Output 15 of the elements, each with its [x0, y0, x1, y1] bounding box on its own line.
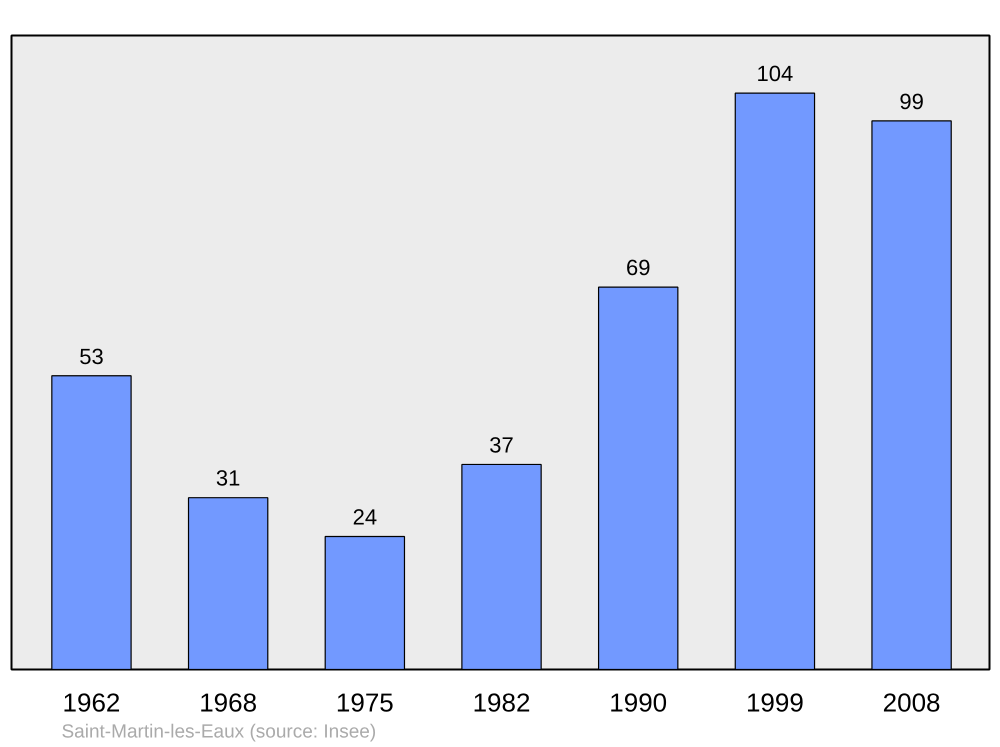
data-label: 24: [352, 504, 378, 530]
x-tick-label: 1968: [199, 688, 258, 718]
x-tick-label: 1982: [472, 688, 530, 718]
data-label: 53: [79, 344, 104, 369]
x-tick-label: 1962: [62, 688, 120, 718]
data-label: 104: [756, 61, 794, 86]
text: Saint-Martin-les-Eaux (source: Insee): [62, 722, 376, 742]
data-label: 99: [899, 88, 924, 114]
x-tick-label: 1975: [336, 688, 394, 718]
x-tick-label: 1999: [746, 688, 804, 718]
x-tick-label: 2008: [882, 688, 941, 718]
x-tick-label: 1990: [609, 688, 668, 718]
data-label: 37: [489, 432, 514, 458]
data-label: 69: [626, 255, 650, 280]
data-label: 31: [216, 466, 240, 491]
